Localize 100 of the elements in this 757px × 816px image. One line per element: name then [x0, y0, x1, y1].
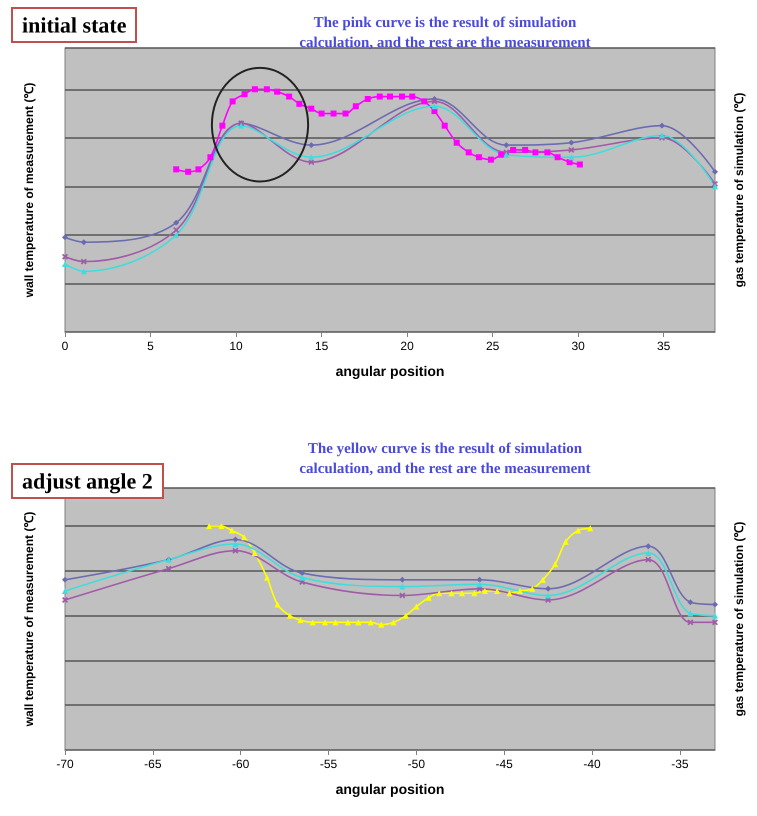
point [274, 601, 281, 608]
point [228, 528, 235, 534]
point [532, 149, 538, 156]
point [476, 581, 483, 588]
point [712, 601, 718, 608]
point [238, 122, 244, 129]
chart-title: adjust angle 2 [22, 468, 153, 494]
point [466, 149, 472, 156]
point [436, 590, 442, 596]
point [399, 584, 406, 590]
point [471, 590, 478, 596]
point [568, 154, 574, 160]
x-axis-title: angular position [336, 363, 444, 379]
point [355, 619, 362, 626]
point [296, 100, 302, 107]
point [426, 594, 432, 601]
point [658, 132, 665, 138]
point [482, 588, 488, 594]
point [687, 619, 694, 626]
point [232, 540, 238, 547]
point [232, 548, 238, 554]
point [378, 622, 384, 628]
point [390, 619, 397, 626]
point [364, 96, 371, 102]
point [80, 258, 87, 265]
y-axis-title: wall temperature of measurement (℃) [22, 512, 36, 728]
point [576, 162, 583, 168]
point [712, 619, 718, 626]
point [286, 612, 293, 619]
point [552, 561, 558, 568]
point [448, 590, 454, 596]
x-tick-label: 20 [400, 339, 414, 353]
point [529, 586, 536, 592]
point [574, 528, 581, 534]
x-tick-label: -35 [671, 757, 689, 771]
x-tick-label: -40 [583, 757, 602, 771]
point [517, 588, 523, 594]
point [299, 570, 306, 576]
point [544, 149, 550, 156]
x-tick-label: 15 [314, 339, 329, 353]
point [712, 183, 718, 190]
point [241, 534, 248, 540]
x-tick-label: 30 [571, 339, 586, 353]
point [62, 261, 68, 268]
point [503, 152, 510, 158]
x-tick-label: 10 [229, 339, 244, 353]
x-tick-label: -60 [232, 757, 250, 771]
point [185, 168, 192, 175]
point [476, 154, 482, 160]
x-tick-label: -50 [408, 757, 426, 771]
point [522, 146, 528, 153]
y2-axis-title: gas temperature of simulation (℃) [732, 522, 746, 716]
point [286, 94, 292, 100]
point [442, 122, 448, 129]
point [503, 142, 510, 148]
point [299, 574, 306, 581]
point [488, 156, 494, 163]
point [402, 612, 409, 619]
point [398, 94, 405, 100]
point [322, 619, 328, 626]
point [554, 154, 561, 160]
point [230, 98, 236, 104]
point [399, 592, 406, 598]
point [173, 220, 180, 226]
point [494, 588, 500, 594]
point [195, 166, 202, 172]
point [264, 86, 270, 92]
point [318, 110, 325, 117]
y2-axis-title: gas temperature of simulation (℃) [732, 92, 746, 288]
x-tick-label: 0 [62, 339, 69, 353]
point [218, 523, 224, 530]
point [80, 268, 87, 274]
point [166, 566, 172, 572]
x-tick-label: 35 [657, 339, 671, 353]
point [342, 110, 349, 117]
point [368, 619, 374, 626]
point [274, 88, 280, 95]
y-axis-title: wall temperature of measurement (℃) [22, 82, 36, 298]
point [431, 103, 438, 110]
x-axis-title: angular position [336, 781, 444, 797]
point [687, 599, 694, 606]
point [252, 86, 258, 92]
point [645, 556, 652, 563]
point [173, 227, 180, 234]
chart-title: initial state [22, 12, 127, 38]
point [568, 140, 574, 146]
point [62, 596, 68, 603]
point [62, 588, 68, 594]
point [712, 168, 718, 175]
point [712, 612, 718, 619]
point [330, 110, 337, 117]
point [376, 94, 383, 100]
chart-subtitle: The yellow curve is the result of simulation calculation, and the rest are the measurement [299, 441, 591, 477]
point [310, 619, 316, 626]
x-tick-label: -45 [496, 757, 514, 771]
point [352, 103, 359, 110]
point [687, 610, 694, 616]
point [332, 619, 339, 626]
point [308, 142, 314, 148]
point [206, 523, 212, 530]
